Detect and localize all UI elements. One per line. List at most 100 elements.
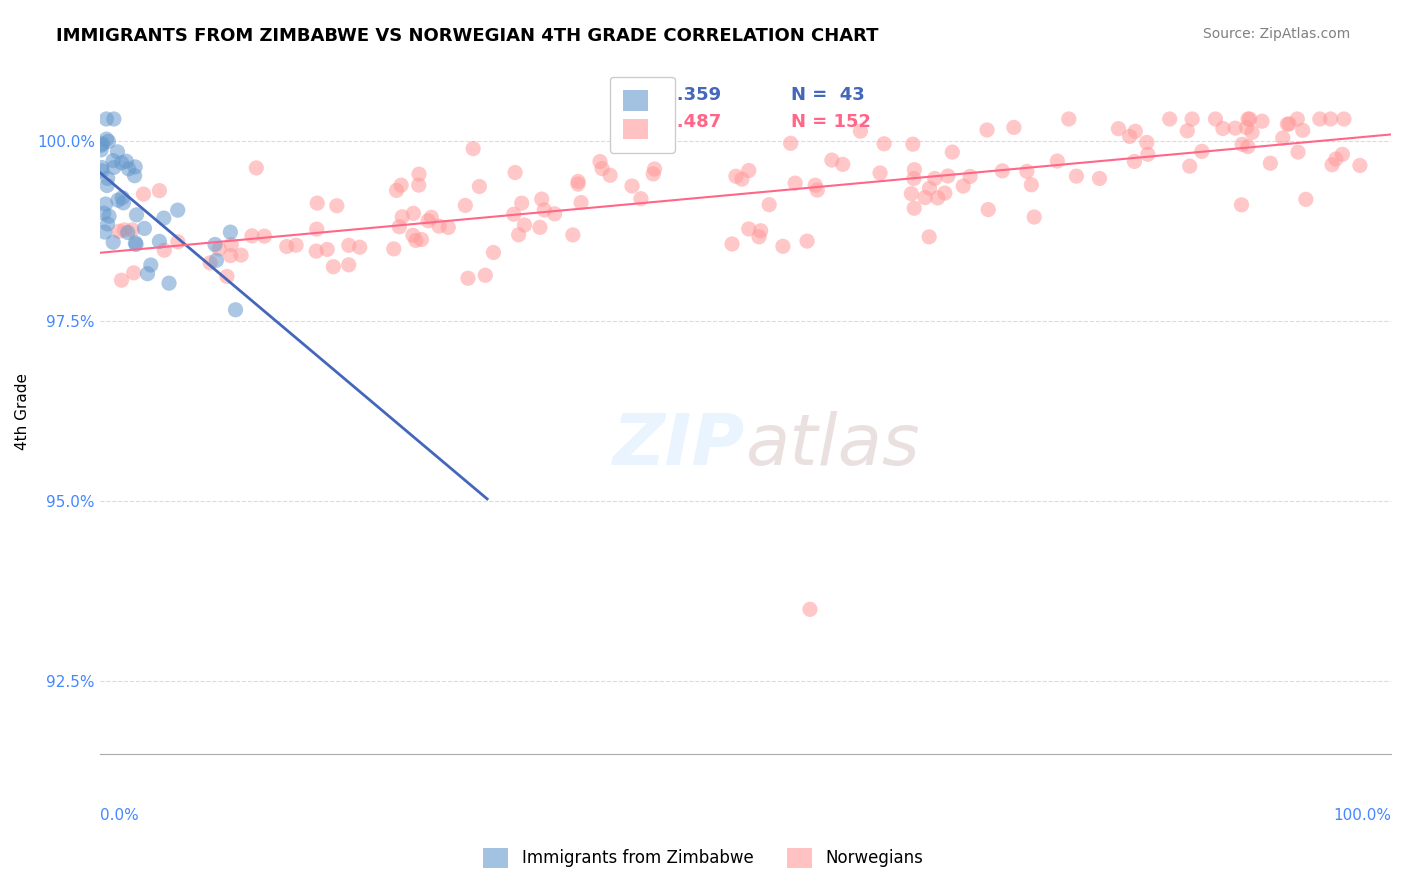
Norwegians [276, 239, 298, 253]
Norwegians [1239, 112, 1261, 126]
Norwegians [806, 183, 828, 197]
Norwegians [1241, 125, 1264, 139]
Norwegians [934, 186, 956, 200]
Immigrants from Zimbabwe [125, 237, 148, 252]
Norwegians [1002, 120, 1025, 135]
Norwegians [1136, 147, 1159, 161]
Norwegians [1204, 112, 1226, 126]
Norwegians [644, 161, 666, 176]
Norwegians [1271, 131, 1294, 145]
Norwegians [903, 171, 925, 186]
Immigrants from Zimbabwe [112, 195, 135, 210]
Norwegians [1088, 171, 1111, 186]
Norwegians [285, 238, 308, 252]
Norwegians [1107, 121, 1129, 136]
Norwegians [621, 179, 644, 194]
Immigrants from Zimbabwe [117, 226, 139, 240]
Norwegians [245, 161, 267, 175]
Norwegians [749, 224, 772, 238]
Immigrants from Zimbabwe [117, 161, 139, 176]
Norwegians [1260, 156, 1282, 170]
Norwegians [349, 240, 371, 254]
Norwegians [427, 219, 450, 234]
Immigrants from Zimbabwe [98, 209, 121, 223]
Immigrants from Zimbabwe [205, 253, 228, 268]
Immigrants from Zimbabwe [124, 169, 146, 183]
Norwegians [724, 169, 747, 184]
Immigrants from Zimbabwe [204, 237, 226, 252]
Norwegians [1236, 120, 1258, 135]
Norwegians [1237, 139, 1260, 153]
Norwegians [305, 222, 328, 236]
Legend: , : , [610, 77, 675, 153]
Norwegians [307, 196, 329, 211]
Norwegians [305, 244, 328, 259]
Immigrants from Zimbabwe [134, 221, 156, 235]
Immigrants from Zimbabwe [90, 161, 112, 175]
Norwegians [991, 164, 1014, 178]
Norwegians [1251, 114, 1274, 128]
Norwegians [457, 271, 479, 285]
Norwegians [779, 136, 801, 151]
Norwegians [1212, 121, 1234, 136]
Norwegians [322, 260, 344, 274]
Norwegians [1320, 158, 1343, 172]
Norwegians [1295, 192, 1317, 206]
Text: Source: ZipAtlas.com: Source: ZipAtlas.com [1202, 27, 1350, 41]
Norwegians [804, 178, 827, 193]
Norwegians [513, 218, 536, 232]
Norwegians [1021, 178, 1043, 192]
Norwegians [591, 161, 613, 176]
Immigrants from Zimbabwe [139, 258, 162, 272]
Norwegians [758, 197, 780, 211]
Immigrants from Zimbabwe [157, 276, 180, 290]
Norwegians [796, 234, 818, 248]
Norwegians [721, 237, 744, 252]
Norwegians [1237, 112, 1260, 126]
Immigrants from Zimbabwe [107, 193, 129, 207]
Immigrants from Zimbabwe [96, 132, 118, 146]
Immigrants from Zimbabwe [148, 235, 170, 249]
Norwegians [1319, 112, 1341, 126]
Immigrants from Zimbabwe [103, 235, 125, 250]
Norwegians [108, 224, 131, 238]
Norwegians [831, 157, 853, 171]
Legend: Immigrants from Zimbabwe, Norwegians: Immigrants from Zimbabwe, Norwegians [477, 841, 929, 875]
Y-axis label: 4th Grade: 4th Grade [15, 373, 30, 450]
Norwegians [219, 249, 242, 263]
Norwegians [821, 153, 844, 167]
Norwegians [941, 145, 963, 160]
Norwegians [391, 210, 413, 224]
Immigrants from Zimbabwe [225, 302, 247, 317]
Immigrants from Zimbabwe [219, 225, 242, 239]
Text: N = 152: N = 152 [790, 113, 870, 131]
Norwegians [1015, 164, 1038, 178]
Norwegians [903, 162, 925, 177]
Norwegians [1024, 210, 1046, 224]
Norwegians [1331, 147, 1354, 161]
Immigrants from Zimbabwe [103, 161, 125, 175]
Norwegians [503, 165, 526, 179]
Norwegians [533, 202, 555, 217]
Text: IMMIGRANTS FROM ZIMBABWE VS NORWEGIAN 4TH GRADE CORRELATION CHART: IMMIGRANTS FROM ZIMBABWE VS NORWEGIAN 4T… [56, 27, 879, 45]
Norwegians [121, 223, 143, 237]
Norwegians [1123, 154, 1146, 169]
Norwegians [402, 206, 425, 220]
Immigrants from Zimbabwe [97, 217, 120, 231]
Immigrants from Zimbabwe [124, 235, 146, 250]
Immigrants from Zimbabwe [107, 145, 129, 159]
Norwegians [219, 237, 242, 252]
Norwegians [903, 201, 925, 215]
Norwegians [869, 166, 891, 180]
Norwegians [569, 195, 592, 210]
Norwegians [567, 177, 589, 191]
Immigrants from Zimbabwe [94, 197, 117, 211]
Text: 100.0%: 100.0% [1333, 808, 1391, 823]
Immigrants from Zimbabwe [136, 267, 159, 281]
Norwegians [1277, 117, 1299, 131]
Immigrants from Zimbabwe [94, 225, 117, 239]
Norwegians [482, 245, 505, 260]
Norwegians [337, 258, 360, 272]
Norwegians [198, 256, 221, 270]
Immigrants from Zimbabwe [91, 136, 114, 151]
